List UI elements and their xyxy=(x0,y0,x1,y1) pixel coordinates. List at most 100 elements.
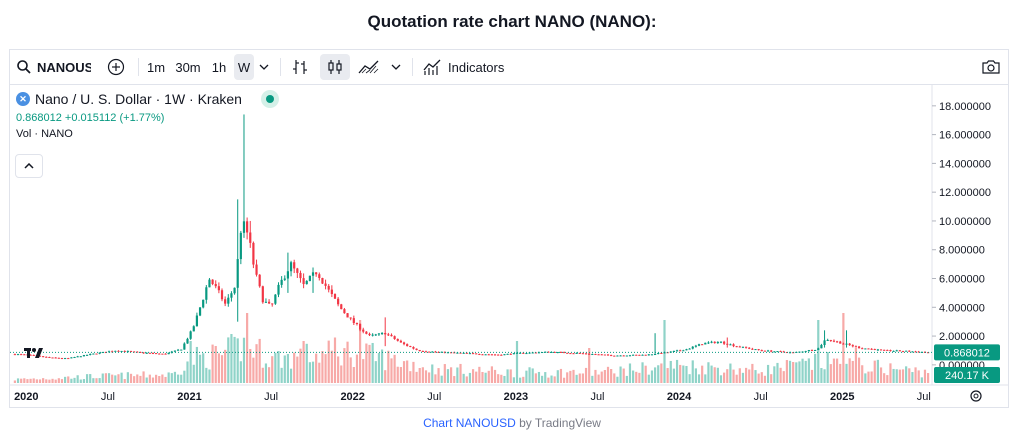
candle-body xyxy=(810,350,814,352)
candle-body xyxy=(895,350,898,352)
volume-bar xyxy=(534,373,537,383)
bars-style-button[interactable] xyxy=(288,54,312,80)
interval-dropdown[interactable] xyxy=(256,54,272,80)
volume-bar xyxy=(117,374,120,383)
candle-body xyxy=(20,354,23,356)
volume-bar xyxy=(917,370,920,383)
candle-body xyxy=(327,285,330,290)
volume-bar xyxy=(628,363,632,383)
volume-bar xyxy=(622,368,625,383)
interval-w[interactable]: W xyxy=(234,54,254,80)
symbol-search[interactable]: NANOUSD xyxy=(16,50,91,84)
volume-bar xyxy=(901,369,905,383)
candle-body xyxy=(443,351,446,353)
volume-bar xyxy=(424,370,428,383)
volume-bar xyxy=(895,369,898,383)
candle-body xyxy=(246,221,249,233)
indicators-button[interactable]: Indicators xyxy=(422,50,504,84)
candle-body xyxy=(920,351,923,353)
volume-bar xyxy=(861,365,864,383)
volume-bar xyxy=(271,356,274,383)
candle-body xyxy=(302,278,305,285)
candle-body xyxy=(512,353,515,355)
volume-bar xyxy=(242,337,246,383)
candle-body xyxy=(202,299,205,308)
candle-body xyxy=(738,346,741,348)
volume-bar xyxy=(562,377,566,383)
volume-bar xyxy=(289,368,293,383)
volume-bar xyxy=(324,354,327,383)
market-status-icon[interactable] xyxy=(260,90,279,108)
candle-body xyxy=(227,297,230,304)
candle-body xyxy=(704,342,707,345)
candle-body xyxy=(785,352,788,354)
volume-bar xyxy=(528,367,531,383)
candle-body xyxy=(64,358,67,360)
volume-bar xyxy=(541,375,544,383)
y-tick-label: 4.000000 xyxy=(939,302,985,314)
candle-body xyxy=(23,354,26,356)
interval-1m[interactable]: 1m xyxy=(146,59,166,75)
volume-bar xyxy=(911,372,914,383)
volume-bar xyxy=(465,376,468,383)
candle-body xyxy=(556,351,559,353)
legend-price: 0.868012 +0.015112 (+1.77%) xyxy=(16,112,165,124)
chart-link[interactable]: Chart NANOUSD xyxy=(423,416,516,430)
volume-bar xyxy=(440,375,443,383)
volume-bar xyxy=(82,379,86,383)
volume-bar xyxy=(497,374,500,383)
x-tick-label: 2021 xyxy=(177,391,201,403)
volume-bar xyxy=(578,373,581,383)
legend-title: Nano / U. S. Dollar · 1W · Kraken xyxy=(35,91,242,107)
volume-bar xyxy=(38,379,42,383)
chevron-down-icon xyxy=(259,64,269,70)
volume-bar xyxy=(368,344,371,383)
toolbar-divider xyxy=(138,58,139,76)
indicators-label: Indicators xyxy=(448,59,505,75)
symbol-name[interactable]: NANOUSD xyxy=(37,59,91,75)
volume-bar xyxy=(384,370,387,383)
volume-bar xyxy=(431,364,434,383)
volume-bar xyxy=(343,348,346,383)
volume-bar xyxy=(85,374,89,383)
volume-bar xyxy=(754,370,757,383)
volume-bar xyxy=(807,358,810,383)
candle-body xyxy=(562,352,566,354)
volume-bar xyxy=(889,363,892,383)
candle-body xyxy=(286,271,290,279)
interval-30m[interactable]: 30m xyxy=(175,59,201,75)
candle-body xyxy=(682,350,685,352)
volume-bar xyxy=(198,354,202,383)
candle-body xyxy=(779,351,782,353)
volume-bar xyxy=(525,370,528,383)
volume-bar xyxy=(277,351,280,383)
plus-circle-icon xyxy=(107,58,125,76)
candle-body xyxy=(195,315,199,327)
volume-bar xyxy=(914,367,917,383)
chart-plot[interactable]: 18.000000 16.000000 14.000000 12.000000 10.0… xyxy=(10,85,1008,407)
candle-body xyxy=(431,351,434,353)
compare-button[interactable] xyxy=(104,54,128,80)
candle-body xyxy=(839,341,842,344)
volume-bar xyxy=(129,373,133,383)
volume-bar xyxy=(321,351,324,383)
candle-body xyxy=(60,358,64,360)
interval-1h[interactable]: 1h xyxy=(211,59,227,75)
volume-bar xyxy=(252,357,255,383)
area-style-button[interactable] xyxy=(356,54,382,80)
candle-body xyxy=(641,354,644,356)
candle-body xyxy=(481,354,484,356)
y-tick-label: 8.000000 xyxy=(939,245,985,257)
candles-style-button[interactable] xyxy=(320,54,350,80)
candle-body xyxy=(870,348,873,350)
volume-bar xyxy=(57,378,60,383)
chart-type-dropdown[interactable] xyxy=(388,54,404,80)
snapshot-button[interactable] xyxy=(978,54,1004,80)
volume-bar xyxy=(478,366,481,383)
candle-body xyxy=(415,348,418,350)
collapse-legend-button[interactable] xyxy=(15,154,43,178)
volume-bar xyxy=(176,374,180,383)
volume-bar xyxy=(817,320,820,383)
chart-toolbar: NANOUSD 1m 30m 1h W Indicators xyxy=(10,50,1008,85)
candle-body xyxy=(333,294,337,299)
